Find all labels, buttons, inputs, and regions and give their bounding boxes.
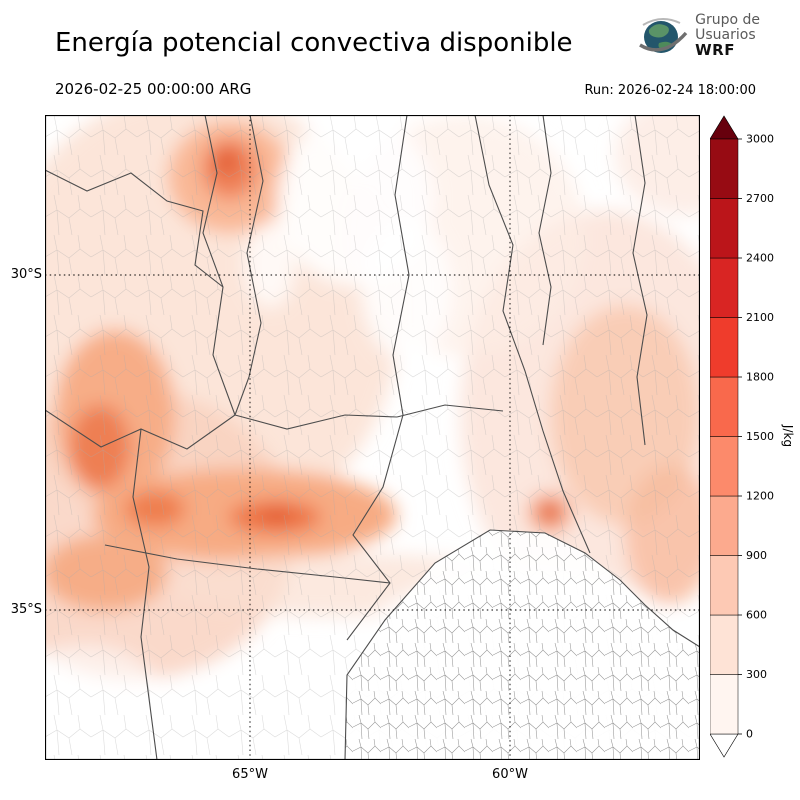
colorbar-seg-5 — [709, 376, 739, 437]
colorbar: 0 300 600 900 1200 1500 1800 2100 2400 2… — [709, 113, 800, 769]
logo-text: Grupo de Usuarios WRF — [695, 13, 760, 58]
colorbar-tickmarks — [738, 138, 742, 735]
colorbar-tick-8: 2400 — [746, 252, 774, 265]
colorbar-tick-labels: 0 300 600 900 1200 1500 1800 2100 2400 2… — [746, 133, 774, 741]
colorbar-tick-5: 1500 — [746, 430, 774, 443]
page-title: Energía potencial convectiva disponible — [55, 28, 573, 58]
colorbar-tick-1: 300 — [746, 668, 767, 681]
colorbar-seg-7 — [709, 257, 739, 318]
colorbar-seg-6 — [709, 317, 739, 378]
wrf-logo: Grupo de Usuarios WRF — [637, 12, 760, 60]
logo-line-3: WRF — [695, 40, 735, 59]
valid-time-label: 2026-02-25 00:00:00 ARG — [55, 80, 252, 98]
colorbar-tick-4: 1200 — [746, 490, 774, 503]
colorbar-seg-3 — [709, 495, 739, 556]
colorbar-seg-1 — [709, 614, 739, 675]
map-canvas — [0, 90, 755, 797]
colorbar-unit-label: J/kg — [781, 424, 795, 447]
colorbar-svg: 0 300 600 900 1200 1500 1800 2100 2400 2… — [709, 115, 795, 758]
lat-label-30s: 30°S — [10, 267, 42, 282]
colorbar-tick-0: 0 — [746, 728, 753, 741]
logo-line-1: Grupo de — [695, 12, 760, 29]
lon-label-60w: 60°W — [492, 767, 528, 782]
run-time-label: Run: 2026-02-24 18:00:00 — [584, 83, 756, 98]
lon-label-65w: 65°W — [232, 767, 268, 782]
colorbar-tick-7: 2100 — [746, 311, 774, 324]
colorbar-seg-9 — [709, 138, 739, 199]
colorbar-seg-2 — [709, 555, 739, 616]
cape-map — [0, 90, 755, 797]
colorbar-seg-0 — [709, 674, 739, 735]
colorbar-under-arrow — [709, 733, 739, 758]
buenos-aires-departments — [345, 530, 700, 760]
map-frame — [44, 114, 701, 761]
lat-label-35s: 35°S — [10, 602, 42, 617]
globe-icon — [639, 18, 688, 53]
colorbar-tick-6: 1800 — [746, 371, 774, 384]
province-borders — [44, 114, 701, 761]
colorbar-seg-4 — [709, 436, 739, 497]
graticule — [45, 115, 700, 760]
colorbar-seg-8 — [709, 198, 739, 259]
colorbar-tick-10: 3000 — [746, 133, 774, 146]
logo-line-2: Usuarios — [695, 27, 756, 44]
colorbar-tick-3: 900 — [746, 549, 767, 562]
colorbar-over-arrow — [709, 115, 739, 140]
colorbar-tick-2: 600 — [746, 609, 767, 622]
colorbar-tick-9: 2700 — [746, 192, 774, 205]
